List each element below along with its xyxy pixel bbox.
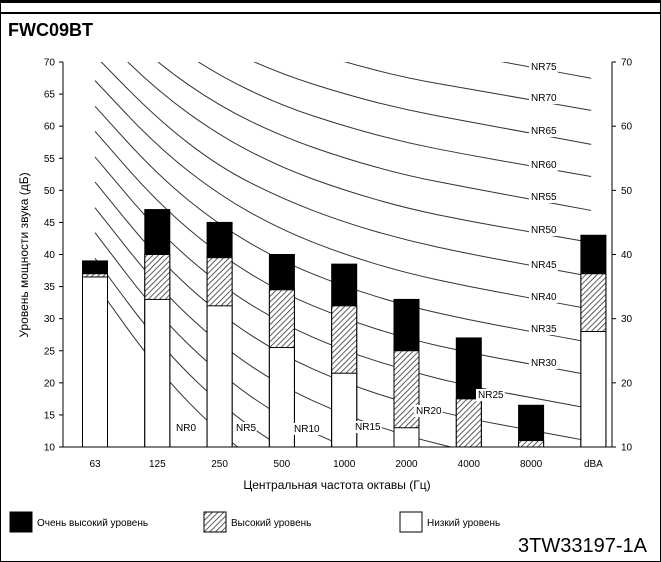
nr-label-bg (529, 357, 558, 369)
nr-label-nr25: NR25 (478, 390, 504, 401)
right-y-tick-label: 50 (621, 186, 633, 197)
y-tick-label: 15 (44, 410, 56, 421)
right-y-tick-label: 60 (621, 122, 633, 133)
bar-очень-высокий-уровень (518, 404, 545, 448)
y-tick-label: 60 (44, 122, 56, 133)
bar-низкий-уровень (206, 305, 233, 448)
y-tick-label: 10 (44, 443, 56, 454)
x-tick-label: 8000 (520, 459, 543, 470)
y-tick-label: 40 (44, 250, 56, 261)
legend-swatch (203, 511, 227, 533)
legend-label: Низкий уровень (427, 518, 500, 529)
bar-низкий-уровень (144, 298, 171, 448)
nr-label-nr75: NR75 (531, 62, 557, 73)
y-tick-label: 30 (44, 314, 56, 325)
y-tick-label: 65 (44, 90, 56, 101)
x-tick-label: 1000 (333, 459, 356, 470)
bar-высокий-уровень (455, 398, 482, 448)
nr-label-bg (529, 259, 558, 271)
nr-curve-nr50 (127, 62, 592, 244)
x-tick-label: dBA (584, 459, 603, 470)
nr-label-nr5: NR5 (236, 423, 256, 434)
bar-низкий-уровень (393, 427, 420, 448)
top-border (0, 0, 661, 3)
y-tick-label: 50 (44, 186, 56, 197)
nr-label-bg (476, 389, 505, 401)
nr-label-bg (529, 61, 558, 73)
document-id: 3TW33197-1A (518, 535, 647, 557)
nr-label-bg (529, 125, 558, 137)
legend-label: Высокий уровень (231, 518, 311, 529)
nr-label-nr55: NR55 (531, 192, 557, 203)
x-tick-label: 4000 (458, 459, 481, 470)
nr-label-bg (234, 422, 257, 434)
nr-label-bg (529, 92, 558, 104)
nr-label-bg (529, 291, 558, 303)
nr-label-bg (529, 323, 558, 335)
nr-label-bg (529, 224, 558, 236)
bar-высокий-уровень (518, 440, 545, 448)
nr-label-nr50: NR50 (531, 225, 557, 236)
nr-curve-nr45 (100, 62, 592, 278)
right-y-tick-label: 20 (621, 378, 633, 389)
right-y-tick-label: 10 (621, 443, 633, 454)
x-axis-label: Центральная частота октавы (Гц) (243, 478, 430, 492)
nr-curve-nr55 (157, 62, 592, 211)
nr-label-nr40: NR40 (531, 292, 557, 303)
y-tick-label: 45 (44, 218, 56, 229)
nr-label-bg (529, 191, 558, 203)
x-tick-label: 63 (89, 459, 101, 470)
y-tick-label: 25 (44, 346, 56, 357)
nr-label-nr20: NR20 (416, 406, 442, 417)
legend-swatch (9, 511, 33, 533)
right-y-tick-label: 30 (621, 314, 633, 325)
legend-swatch (399, 511, 423, 533)
y-tick-label: 20 (44, 378, 56, 389)
nr-label-bg (174, 422, 197, 434)
x-tick-label: 250 (211, 459, 228, 470)
bar-низкий-уровень (331, 372, 358, 448)
y-axis-label: Уровень мощности звука (дБ) (17, 172, 31, 337)
y-tick-label: 55 (44, 154, 56, 165)
bar-низкий-уровень (268, 347, 295, 448)
nr-label-nr30: NR30 (531, 358, 557, 369)
nr-label-bg (414, 405, 443, 417)
right-y-tick-label: 70 (621, 58, 633, 69)
nr-label-nr15: NR15 (355, 422, 381, 433)
nr-label-bg (529, 159, 558, 171)
nr-curve-nr70 (343, 62, 592, 111)
x-tick-label: 500 (274, 459, 291, 470)
right-y-tick-label: 40 (621, 250, 633, 261)
nr-label-nr60: NR60 (531, 160, 557, 171)
bar-низкий-уровень (82, 276, 108, 448)
nr-label-bg (353, 421, 382, 433)
nr-label-nr45: NR45 (531, 260, 557, 271)
nr-label-nr70: NR70 (531, 93, 557, 104)
x-tick-label: 125 (149, 459, 166, 470)
nr-label-nr10: NR10 (294, 424, 320, 435)
nr-curve-nr75 (500, 62, 592, 79)
y-tick-label: 70 (44, 58, 56, 69)
x-tick-label: 2000 (395, 459, 418, 470)
nr-curve-nr65 (253, 62, 592, 145)
chart-title: FWC09BT (8, 20, 93, 40)
nr-label-nr65: NR65 (531, 126, 557, 137)
y-tick-label: 35 (44, 282, 56, 293)
nr-label-nr0: NR0 (176, 423, 196, 434)
legend-label: Очень высокий уровень (37, 518, 148, 529)
nr-label-nr35: NR35 (531, 324, 557, 335)
top-border-inner (0, 12, 661, 14)
nr-curve-nr60 (197, 62, 592, 177)
bar-низкий-уровень (580, 331, 607, 448)
nr-curve-nr40 (94, 80, 592, 310)
nr-label-bg (292, 423, 321, 435)
